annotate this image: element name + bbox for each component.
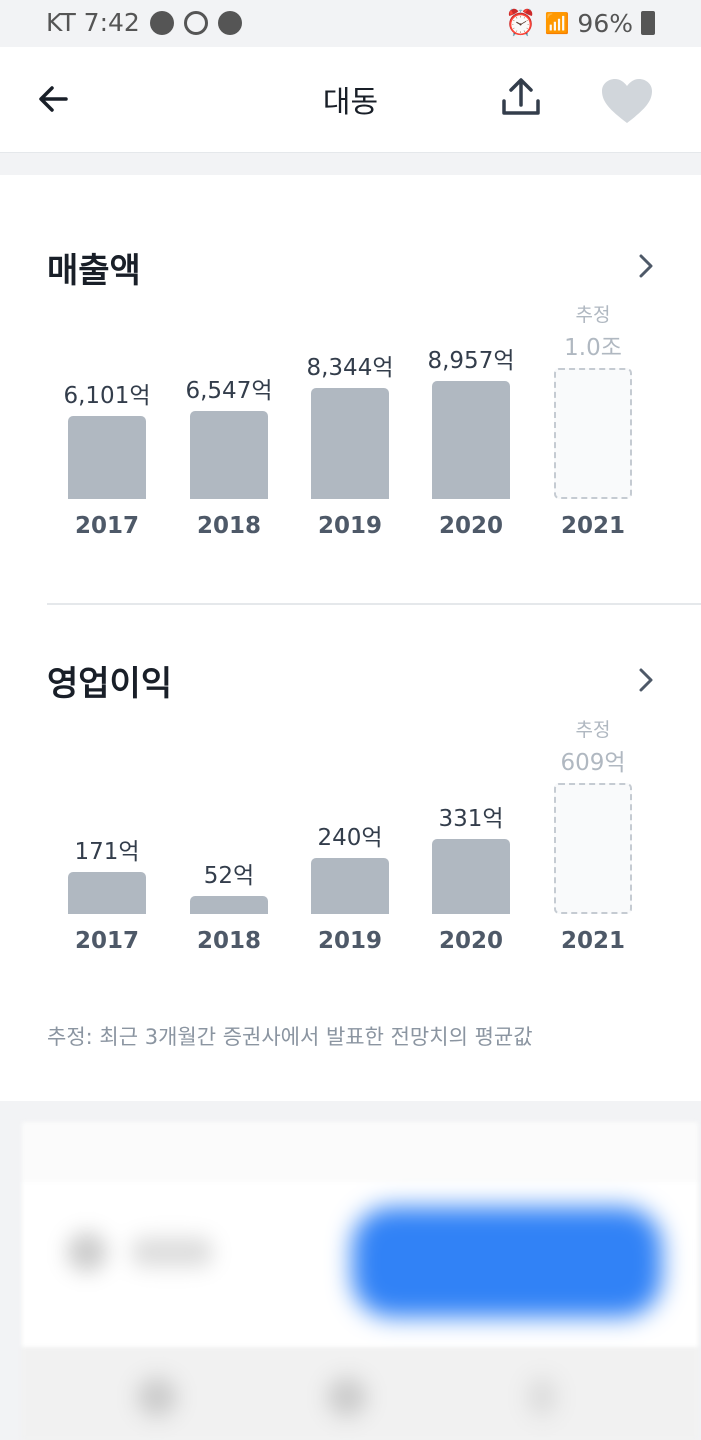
- value-label: 240억: [317, 824, 383, 851]
- operating-profit-title: 영업이익: [47, 664, 173, 704]
- nav-icon[interactable]: [137, 1377, 177, 1417]
- year-label: 2020: [438, 513, 503, 539]
- wifi-icon: 📶: [544, 11, 570, 35]
- chevron-right-icon[interactable]: [636, 251, 656, 281]
- revenue-title: 매출액: [47, 251, 141, 291]
- year-label: 2021: [560, 513, 625, 539]
- operating-profit-chart: 171억 2017 52억 2018 240억 2019 331억 2020 609억 추정 202…: [0, 700, 701, 960]
- value-label: 1.0조: [564, 335, 622, 361]
- year-label: 2017: [74, 928, 139, 954]
- blurred-icon: [67, 1232, 107, 1272]
- blurred-text: [132, 1237, 212, 1267]
- year-label: 2021: [560, 928, 625, 954]
- value-label: 6,547억: [185, 377, 273, 404]
- estimate-label: 추정: [575, 304, 611, 326]
- chat-bubble-icon: [217, 10, 242, 35]
- value-label: 331억: [438, 806, 504, 833]
- top-app-bar: 대동: [0, 47, 701, 153]
- battery-percent: 96%: [577, 8, 633, 38]
- bar: [432, 839, 510, 914]
- value-label: 8,344억: [306, 355, 394, 382]
- estimate-footnote: 추정: 최근 3개월간 증권사에서 발표한 전망치의 평균값: [47, 1025, 533, 1049]
- blurred-bottom-sheet: [22, 1122, 698, 1440]
- bar: [190, 410, 268, 499]
- estimate-label: 추정: [575, 719, 611, 741]
- year-label: 2018: [196, 513, 261, 539]
- estimate-bar: [554, 368, 632, 499]
- status-bar: KT 7:42 ⏰ 📶 96%: [0, 0, 701, 47]
- year-label: 2017: [74, 513, 139, 539]
- kakaotalk-icon: [149, 10, 174, 35]
- value-label: 171억: [74, 838, 140, 865]
- year-label: 2019: [317, 513, 382, 539]
- bar: [190, 895, 268, 914]
- bar: [432, 380, 510, 499]
- b-app-icon: [183, 10, 208, 35]
- value-label: 52억: [203, 862, 255, 889]
- share-icon[interactable]: [498, 75, 544, 121]
- carrier-time: KT 7:42: [46, 8, 140, 37]
- value-label: 8,957억: [427, 347, 515, 374]
- page-title: 대동: [322, 85, 379, 120]
- blurred-primary-button[interactable]: [352, 1207, 662, 1317]
- chevron-right-icon[interactable]: [636, 665, 656, 695]
- heart-icon[interactable]: [600, 77, 654, 125]
- value-label: 609억: [560, 750, 626, 776]
- arrow-left-icon[interactable]: [34, 79, 74, 119]
- bar: [68, 871, 146, 914]
- nav-icon[interactable]: [527, 1377, 557, 1417]
- value-label: 6,101억: [63, 383, 151, 410]
- bar: [68, 416, 146, 499]
- year-label: 2019: [317, 928, 382, 954]
- year-label: 2020: [438, 928, 503, 954]
- bar: [311, 388, 389, 499]
- alarm-icon: ⏰: [505, 8, 537, 37]
- revenue-chart: 6,101억 2017 6,547억 2018 8,344억 2019 8,957억 2020…: [0, 285, 701, 545]
- nav-icon[interactable]: [327, 1377, 367, 1417]
- divider: [47, 603, 701, 605]
- year-label: 2018: [196, 928, 261, 954]
- estimate-bar: [554, 783, 632, 914]
- navigation-bar: [22, 1347, 698, 1440]
- battery-icon: [641, 11, 655, 35]
- bar: [311, 857, 389, 914]
- financials-card: 매출액 6,101억 2017 6,547억 2018 8,344억 2019 8,957억…: [0, 175, 701, 1101]
